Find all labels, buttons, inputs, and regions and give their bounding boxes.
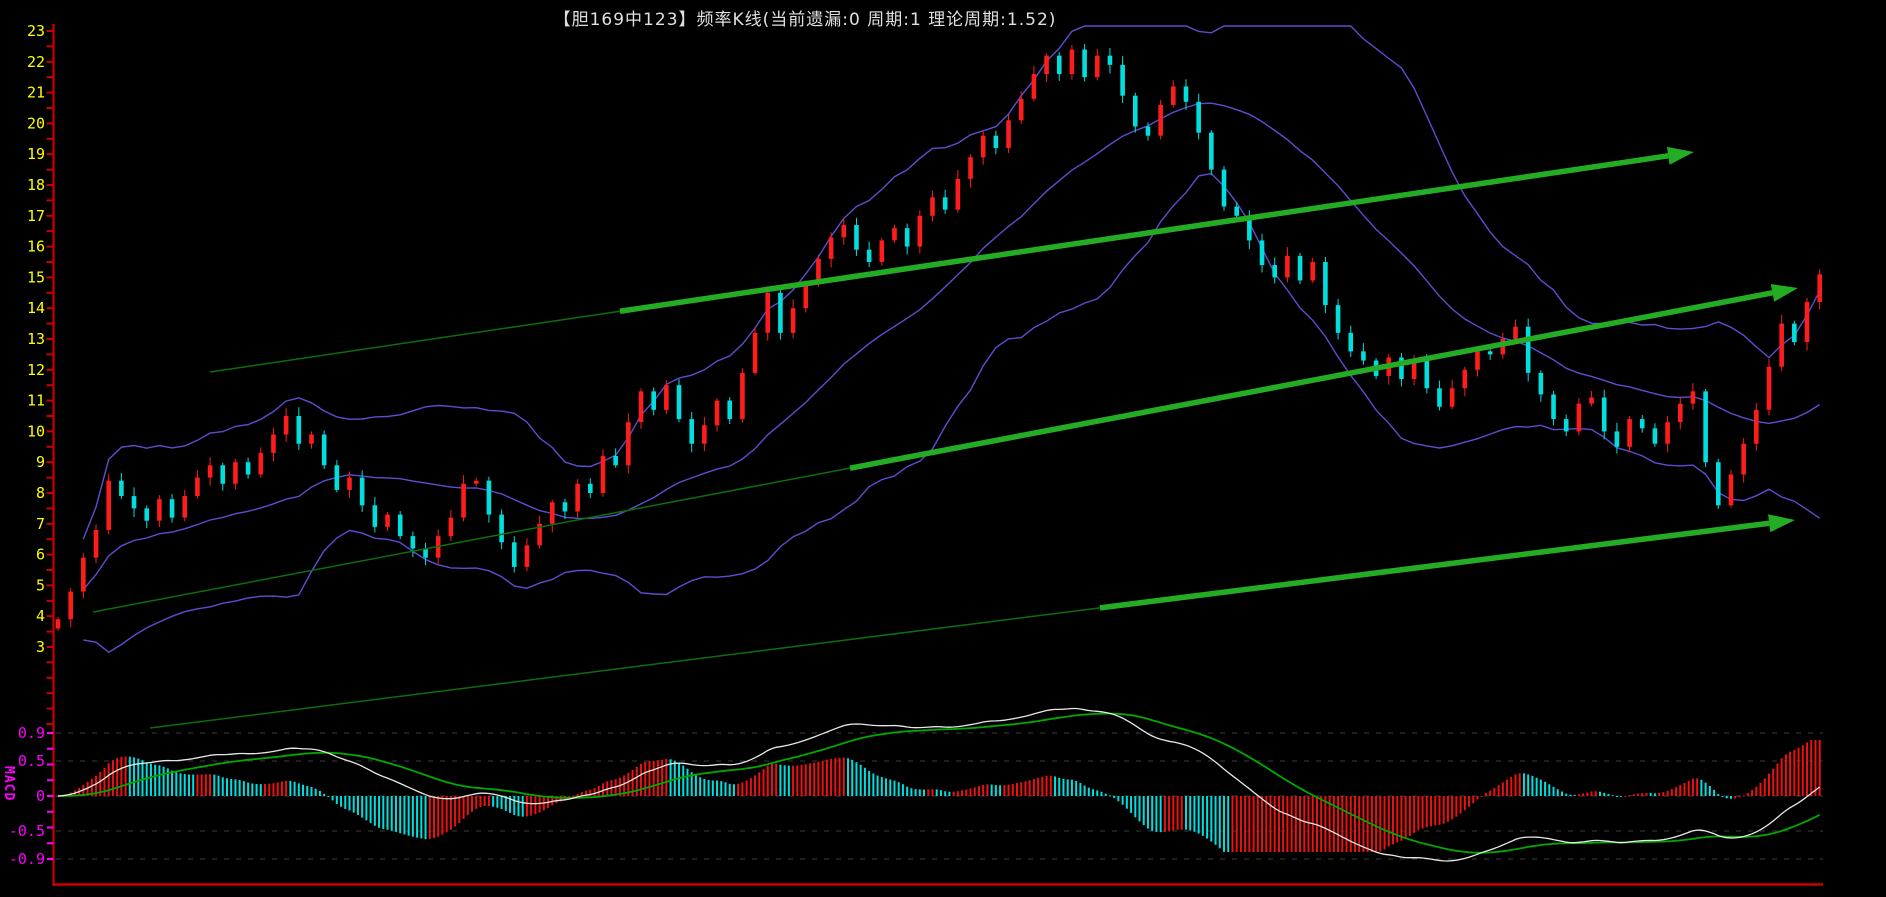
y-axis-label: 15 <box>27 268 45 286</box>
y-axis-label: 3 <box>36 638 45 656</box>
macd-lines <box>57 707 1821 862</box>
y-axis-label: 6 <box>36 546 45 564</box>
y-axis-label: 4 <box>36 607 45 625</box>
macd-histogram <box>57 740 1821 852</box>
y-axis-label: 12 <box>27 361 45 379</box>
y-axis-label: 10 <box>27 422 45 440</box>
macd-pane-label: MACD <box>1 766 16 802</box>
y-axis-label: 23 <box>27 22 45 40</box>
y-axis-label: 9 <box>36 453 45 471</box>
macd-axis-label: 0.9 <box>18 724 45 742</box>
trend-arrows <box>92 146 1798 729</box>
bollinger-bands <box>82 25 1821 654</box>
axis-layer <box>46 24 1823 886</box>
y-axis-label: 18 <box>27 176 45 194</box>
macd-axis-label: 0 <box>36 787 45 805</box>
candles-layer <box>55 43 1822 631</box>
y-axis-label: 13 <box>27 330 45 348</box>
y-axis-label: 8 <box>36 484 45 502</box>
y-axis-label: 21 <box>27 84 45 102</box>
y-axis-label: 17 <box>27 207 45 225</box>
macd-axis-label: -0.9 <box>9 850 45 868</box>
y-axis-label: 7 <box>36 515 45 533</box>
main-y-axis-labels: 23 22 21 20 19 18 17 16 15 14 13 12 11 10 9 8 7 6 5 4 3 <box>27 22 45 656</box>
macd-axis-label: -0.5 <box>9 822 45 840</box>
macd-y-axis-labels: 0.9 0.5 0 -0.5 -0.9 <box>9 724 45 868</box>
y-axis-label: 16 <box>27 238 45 256</box>
y-axis-label: 19 <box>27 145 45 163</box>
y-axis-label: 20 <box>27 114 45 132</box>
y-axis-label: 11 <box>27 392 45 410</box>
chart-title: 【胆169中123】频率K线(当前遗漏:0 周期:1 理论周期:1.52) <box>553 10 1057 30</box>
macd-axis-label: 0.5 <box>18 752 45 770</box>
y-axis-label: 5 <box>36 576 45 594</box>
y-axis-label: 14 <box>27 299 45 317</box>
y-axis-label: 22 <box>27 53 45 71</box>
